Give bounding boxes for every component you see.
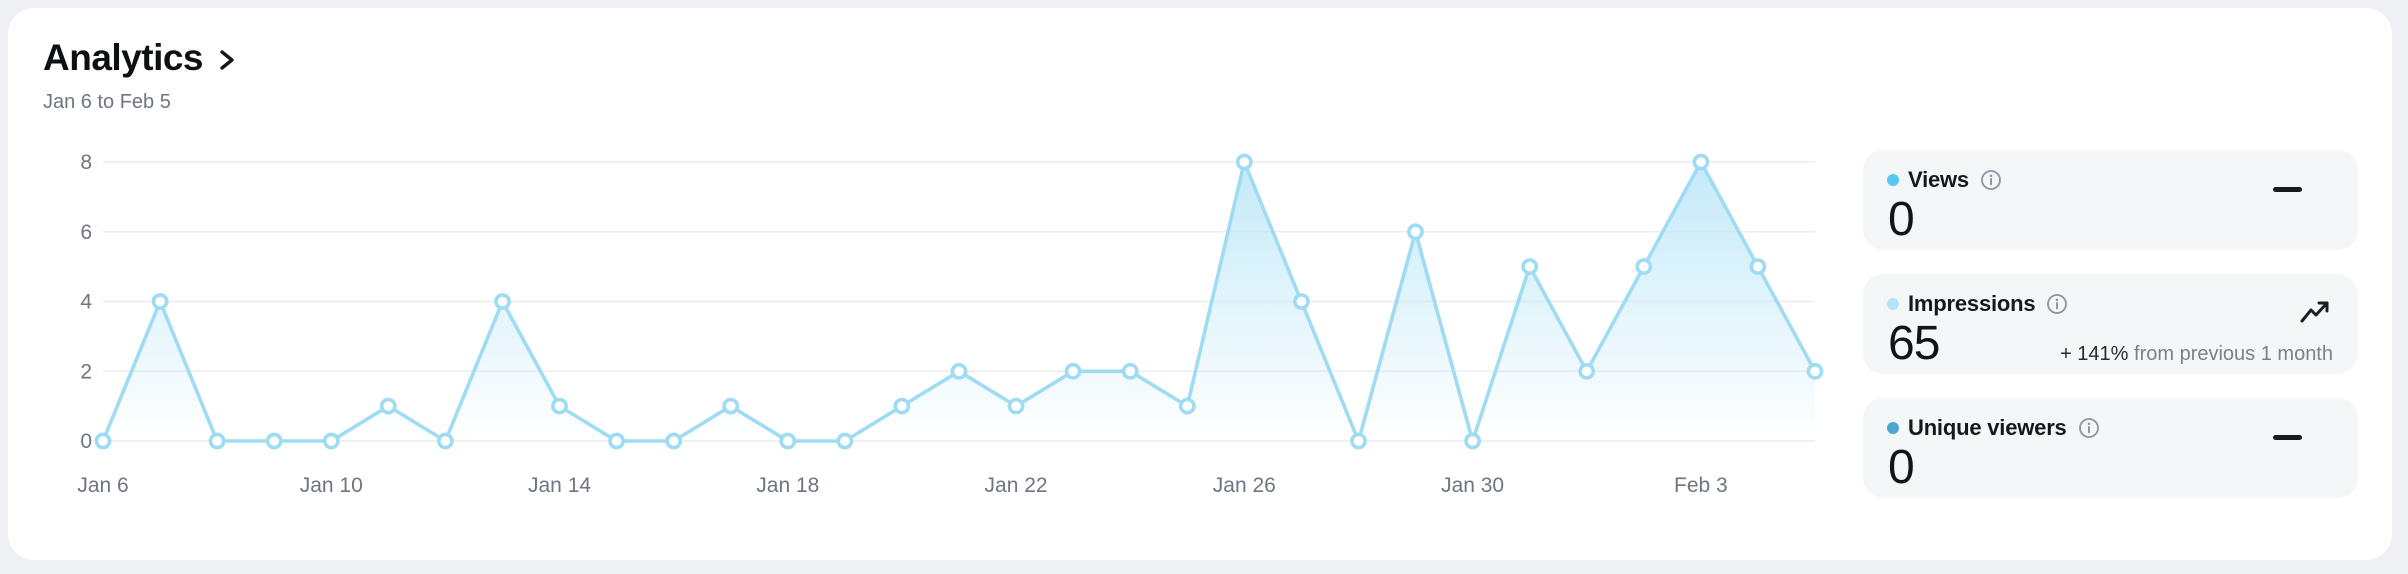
data-point-marker[interactable]	[779, 432, 797, 450]
data-point-marker[interactable]	[208, 432, 226, 450]
metric-label-impressions: Impressions	[1908, 291, 2036, 316]
x-axis-tick-label: Feb 3	[1674, 474, 1728, 497]
trending-up-icon	[2300, 301, 2329, 323]
dash-icon	[2273, 187, 2302, 192]
y-axis-tick-label: 0	[80, 430, 92, 453]
data-point-marker[interactable]	[1121, 362, 1139, 380]
x-axis-tick-label: Jan 14	[528, 474, 591, 497]
impressions-value: 65	[1888, 317, 1940, 370]
data-point-marker[interactable]	[551, 397, 568, 415]
data-point-marker[interactable]	[1806, 362, 1824, 380]
metric-card-unique-viewers[interactable]: Unique viewers 0	[1863, 398, 2358, 498]
metric-head: Views	[1887, 167, 2002, 193]
x-axis-tick-label: Jan 6	[77, 474, 128, 497]
analytics-title-link[interactable]: Analytics	[43, 38, 237, 78]
unique-viewers-value: 0	[1888, 441, 1915, 494]
data-point-marker[interactable]	[94, 432, 112, 450]
impressions-delta: + 141% from previous 1 month	[2060, 343, 2333, 366]
analytics-line-chart[interactable]: 0 2 4 6 8 Jan 6 Jan 10 Jan 14 Jan 18 Jan 22 Jan 26…	[8, 8, 2392, 560]
data-point-marker[interactable]	[151, 293, 169, 310]
data-point-marker[interactable]	[608, 432, 625, 450]
x-axis-tick-label: Jan 30	[1441, 474, 1504, 497]
metric-card-views[interactable]: Views 0	[1863, 150, 2358, 250]
delta-percent: + 141%	[2060, 343, 2129, 365]
y-axis-tick-label: 4	[80, 291, 92, 314]
metric-label-views: Views	[1908, 167, 1969, 192]
data-point-marker[interactable]	[494, 293, 511, 310]
data-point-marker[interactable]	[665, 432, 683, 450]
x-axis-tick-label: Jan 10	[300, 474, 363, 497]
data-point-marker[interactable]	[1407, 223, 1424, 241]
data-point-marker[interactable]	[1007, 397, 1025, 415]
views-series-dot	[1887, 174, 1899, 186]
data-point-marker[interactable]	[322, 432, 340, 450]
data-point-marker[interactable]	[265, 432, 283, 450]
chevron-right-icon	[220, 49, 234, 70]
data-point-marker[interactable]	[379, 397, 397, 415]
data-point-marker[interactable]	[436, 432, 454, 450]
series-area	[103, 162, 1815, 441]
data-point-marker[interactable]	[1521, 258, 1539, 275]
data-point-marker[interactable]	[1350, 432, 1367, 450]
date-range-label: Jan 6 to Feb 5	[43, 91, 171, 113]
data-point-marker[interactable]	[1692, 153, 1710, 171]
analytics-header: Analytics Jan 6 to Feb 5	[43, 38, 237, 113]
info-icon[interactable]	[2078, 417, 2100, 439]
data-point-marker[interactable]	[1749, 258, 1767, 275]
data-point-marker[interactable]	[950, 362, 968, 380]
x-axis-tick-label: Jan 26	[1213, 474, 1276, 497]
y-axis-tick-label: 8	[80, 151, 92, 174]
data-point-marker[interactable]	[1064, 362, 1082, 380]
delta-note: from previous 1 month	[2134, 343, 2333, 365]
x-axis-tick-label: Jan 22	[985, 474, 1048, 497]
y-axis-tick-label: 2	[80, 360, 92, 383]
data-point-marker[interactable]	[1464, 432, 1481, 450]
data-point-marker[interactable]	[1178, 397, 1196, 415]
unique-viewers-series-dot	[1887, 422, 1899, 434]
data-point-marker[interactable]	[893, 397, 911, 415]
metric-head: Impressions	[1887, 291, 2068, 317]
impressions-series-dot	[1887, 298, 1899, 310]
info-icon[interactable]	[2046, 293, 2068, 315]
metric-head: Unique viewers	[1887, 415, 2100, 441]
data-point-marker[interactable]	[1635, 258, 1653, 275]
x-axis-tick-label: Jan 18	[756, 474, 819, 497]
data-point-marker[interactable]	[722, 397, 740, 415]
dash-icon	[2273, 435, 2302, 440]
analytics-panel: Analytics Jan 6 to Feb 5 0 2 4 6 8 Jan 6 Jan 1…	[8, 8, 2392, 560]
info-icon[interactable]	[1980, 169, 2002, 191]
views-value: 0	[1888, 193, 1915, 246]
data-point-marker[interactable]	[1235, 153, 1253, 171]
metric-label-unique-viewers: Unique viewers	[1908, 415, 2067, 440]
data-point-marker[interactable]	[1578, 362, 1596, 380]
metric-card-impressions[interactable]: Impressions 65 + 141% from previous 1 mo…	[1863, 274, 2358, 374]
page-title: Analytics	[43, 37, 204, 78]
y-axis-tick-label: 6	[80, 221, 92, 244]
data-point-marker[interactable]	[836, 432, 854, 450]
data-point-marker[interactable]	[1293, 293, 1310, 310]
